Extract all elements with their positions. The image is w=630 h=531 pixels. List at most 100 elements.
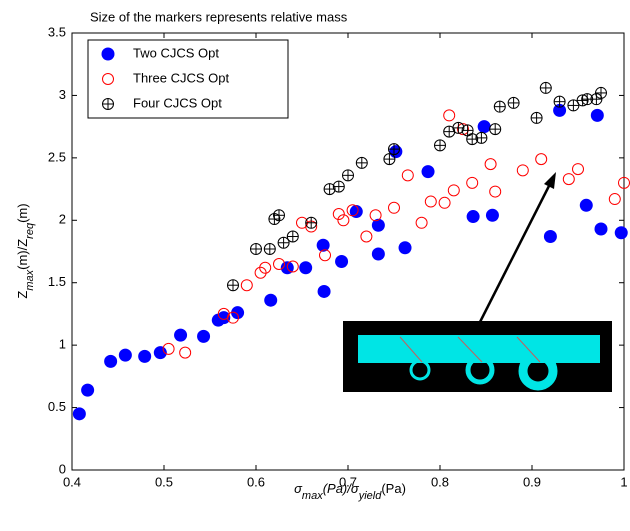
point (286, 230, 299, 243)
label-part: Z (15, 291, 30, 299)
point-ring (424, 195, 437, 208)
legend-box (87, 39, 289, 119)
y-tick-label: 0 (59, 461, 66, 476)
point (608, 193, 621, 206)
point (424, 195, 437, 208)
point (383, 153, 396, 166)
point (317, 284, 331, 298)
point (475, 131, 488, 144)
y-tick-label: 0.5 (48, 399, 66, 414)
point-ring (401, 169, 414, 182)
point (489, 185, 502, 198)
point (614, 226, 628, 240)
x-axis-label: σmax(Pa)/σyield(Pa) (294, 481, 406, 501)
point (299, 261, 313, 275)
point (572, 163, 584, 176)
point (535, 153, 548, 166)
point-ring (489, 185, 502, 198)
point (507, 96, 520, 109)
point-ring (319, 249, 331, 262)
inset-line (516, 336, 541, 363)
y-tick-label: 1.5 (48, 274, 66, 289)
point (466, 210, 480, 224)
point (401, 169, 414, 182)
point (240, 279, 253, 292)
point-ring (286, 260, 299, 273)
point-ring (447, 184, 460, 197)
inset-line (457, 336, 483, 363)
point (227, 311, 239, 324)
point (349, 205, 363, 219)
point (286, 260, 299, 273)
point (335, 254, 349, 268)
point-ring (273, 257, 285, 270)
inset-image (343, 172, 612, 392)
point (389, 145, 403, 159)
point (263, 243, 276, 256)
point (388, 201, 400, 214)
point (101, 47, 115, 61)
point-ring (240, 279, 253, 292)
point-ring (438, 196, 451, 209)
chart-title: Size of the markers represents relative … (90, 9, 348, 24)
point-ring (562, 173, 575, 186)
point-ring (162, 342, 175, 355)
point (438, 196, 451, 209)
point (388, 143, 400, 156)
point (277, 236, 290, 249)
point (104, 354, 118, 368)
point (484, 158, 497, 171)
point (138, 349, 152, 363)
point (179, 346, 192, 359)
point-ring (572, 163, 584, 176)
point-ring (179, 346, 192, 359)
point-ring (332, 208, 345, 221)
point-ring (608, 193, 621, 206)
point (539, 81, 552, 94)
point (162, 342, 175, 355)
point (337, 214, 350, 227)
point (273, 257, 285, 270)
point (543, 230, 557, 244)
point (553, 95, 566, 108)
point (227, 279, 239, 292)
x-tick-label: 0.7 (339, 474, 357, 489)
point-ring (259, 261, 272, 274)
point-ring (227, 311, 239, 324)
legend-label: Four CJCS Opt (133, 95, 222, 110)
point (102, 73, 114, 85)
point (319, 249, 331, 262)
point (398, 241, 412, 255)
point (434, 139, 446, 152)
point (447, 184, 460, 197)
point (102, 98, 114, 110)
label-part: (m) (15, 203, 30, 223)
point (579, 198, 593, 212)
point (452, 121, 465, 134)
point (594, 222, 608, 236)
point (421, 165, 435, 179)
label-subscript: max (302, 490, 323, 502)
point (250, 243, 262, 256)
inset-line (399, 336, 423, 363)
point (217, 311, 231, 325)
label-part: (Pa) (381, 481, 406, 496)
point (371, 247, 385, 261)
point (342, 169, 354, 182)
label-subscript: max (24, 269, 36, 290)
point (415, 216, 428, 229)
point-ring (457, 123, 469, 136)
point (516, 164, 529, 177)
y-tick-label: 1 (59, 337, 66, 352)
point (590, 108, 604, 122)
point-ring (535, 153, 548, 166)
label-part: (m)/Z (15, 239, 30, 270)
y-tick-label: 2 (59, 212, 66, 227)
label-subscript: req (24, 222, 36, 239)
point-ring (415, 216, 428, 229)
x-tick-label: 0.8 (431, 474, 449, 489)
point-ring (360, 230, 373, 243)
y-tick-label: 3.5 (48, 24, 66, 39)
legend-label: Two CJCS Opt (133, 45, 219, 60)
